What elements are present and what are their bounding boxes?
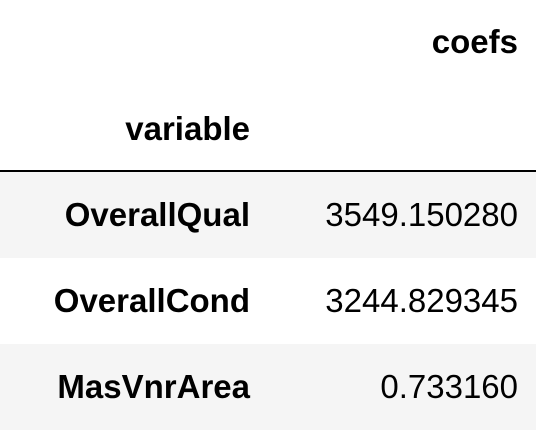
row-index-label: OverallQual	[64, 196, 250, 233]
table-row: OverallQual 3549.150280	[0, 172, 536, 258]
index-header-variable: variable	[125, 110, 250, 147]
row-coef-value: 3549.150280	[325, 196, 518, 233]
row-coef-value: 0.733160	[380, 368, 518, 405]
header-divider	[0, 170, 536, 172]
row-index-label: MasVnrArea	[57, 368, 250, 405]
row-coef-value: 3244.829345	[325, 282, 518, 319]
column-header-coefs: coefs	[431, 23, 518, 60]
table-row: MasVnrArea 0.733160	[0, 344, 536, 430]
table-row: OverallCond 3244.829345	[0, 258, 536, 344]
row-index-label: OverallCond	[53, 282, 250, 319]
